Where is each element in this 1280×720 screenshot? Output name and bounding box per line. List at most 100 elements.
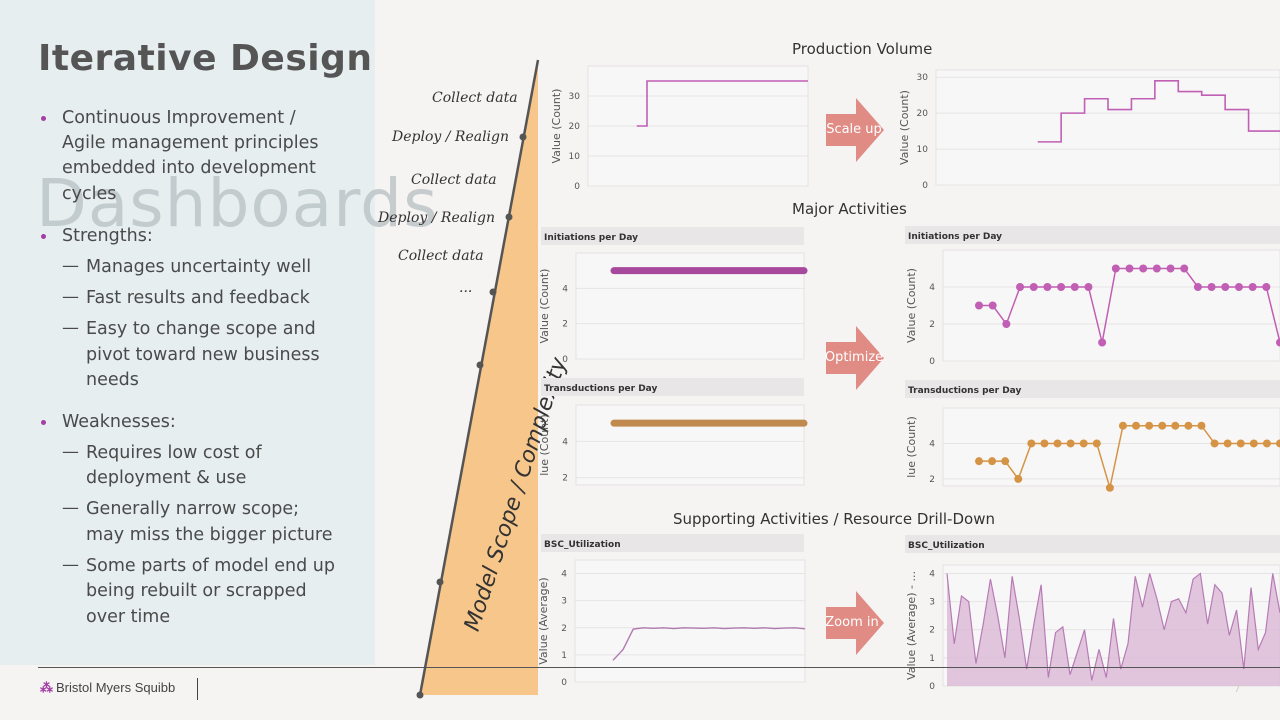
production-large-series-line bbox=[1037, 79, 1280, 143]
initiations-large-point bbox=[1029, 283, 1038, 291]
bsc-large-tick-label: 0 bbox=[929, 682, 935, 692]
bullet-continuous-l3: embedded into development bbox=[62, 158, 316, 178]
logo-divider bbox=[197, 678, 198, 700]
section-supporting: Supporting Activities / Resource Drill-D… bbox=[673, 510, 995, 528]
transductions-large-ylabel: lue (Count) bbox=[905, 416, 918, 478]
slide-title: Iterative Design bbox=[38, 38, 373, 79]
step-marker bbox=[505, 213, 513, 221]
bsc-small-tick-label: 4 bbox=[561, 570, 567, 580]
transductions-large-point bbox=[1092, 439, 1101, 448]
production-large-ylabel: Value (Count) bbox=[898, 90, 911, 165]
initiations-small-header bbox=[541, 227, 804, 245]
transductions-small-subtitle: Transductions per Day bbox=[544, 384, 657, 394]
production-small-tick-label: 0 bbox=[574, 182, 580, 192]
weakness-2-l2: may miss the bigger picture bbox=[86, 525, 333, 545]
transductions-large-tick-label: 2 bbox=[929, 475, 935, 485]
initiations-large-point bbox=[1139, 264, 1148, 273]
initiations-small-tick-label: 4 bbox=[562, 284, 568, 294]
transductions-large-point bbox=[1276, 439, 1280, 448]
production-small-tick-label: 10 bbox=[569, 152, 581, 162]
transductions-large-header bbox=[905, 380, 1280, 398]
transductions-large-point bbox=[1001, 457, 1010, 466]
production-large-tick-label: 20 bbox=[917, 109, 929, 119]
transductions-large-point bbox=[1262, 439, 1271, 448]
bsc-small-plot-area bbox=[574, 559, 806, 683]
bullet-continuous-l4: cycles bbox=[62, 184, 117, 204]
weakness-3-l1: Some parts of model end up bbox=[86, 556, 335, 576]
transductions-large-tick-label: 4 bbox=[929, 439, 935, 449]
initiations-large-plot-area bbox=[942, 249, 1280, 362]
transductions-small-ylabel: lue (Count) bbox=[538, 414, 551, 476]
transductions-large-point bbox=[1040, 439, 1049, 448]
production-small-tick-label: 30 bbox=[569, 92, 581, 102]
step-marker bbox=[489, 288, 497, 296]
production-large-tick-label: 30 bbox=[917, 73, 929, 83]
step-marker bbox=[519, 133, 527, 141]
strength-3-l1: Easy to change scope and bbox=[86, 319, 316, 339]
initiations-large-point bbox=[1152, 264, 1161, 273]
initiations-large-point bbox=[1043, 283, 1052, 291]
initiations-large-point bbox=[1248, 283, 1257, 291]
initiations-large-point bbox=[1166, 264, 1175, 273]
step-collect-data-3: Collect data bbox=[398, 248, 484, 264]
arrow-scale-up bbox=[826, 98, 884, 162]
bsc-large-area-fill bbox=[947, 573, 1280, 686]
initiations-small-subtitle: Initiations per Day bbox=[544, 233, 638, 243]
initiations-large-point bbox=[1057, 283, 1066, 291]
bsc-large-series-line bbox=[946, 572, 1280, 681]
wedge-edge bbox=[418, 59, 540, 696]
production-large-tick-label: 10 bbox=[917, 145, 929, 155]
bullet-dot bbox=[41, 234, 46, 239]
bullet-continuous-l1: Continuous Improvement / bbox=[62, 108, 296, 128]
initiations-small-tick-label: 0 bbox=[562, 355, 568, 365]
step-deploy-1: Deploy / Realign bbox=[392, 129, 510, 145]
initiations-small-ylabel: Value (Count) bbox=[538, 269, 551, 344]
watermark: Dashboards bbox=[36, 165, 439, 242]
bsc-small-header bbox=[541, 534, 804, 552]
transductions-small-tick-label: 4 bbox=[562, 437, 568, 447]
transductions-large-point bbox=[1027, 439, 1036, 448]
transductions-large-point bbox=[1118, 421, 1127, 430]
bsc-small-ylabel: Value (Average) bbox=[537, 577, 550, 664]
bsc-large-subtitle: BSC_Utilization bbox=[908, 541, 985, 551]
transductions-large-plot-area bbox=[942, 407, 1280, 487]
bsc-small-tick-label: 2 bbox=[561, 624, 567, 634]
arrow-optimize-label: Optimize bbox=[824, 350, 884, 365]
initiations-large-point bbox=[1234, 283, 1243, 291]
initiations-large-point bbox=[1084, 283, 1093, 291]
step-marker bbox=[476, 361, 484, 369]
transductions-large-subtitle: Transductions per Day bbox=[908, 386, 1021, 396]
weakness-1-l2: deployment & use bbox=[86, 468, 247, 488]
bsc-small-tick-label: 3 bbox=[561, 597, 567, 607]
initiations-large-point bbox=[1207, 283, 1216, 291]
step-collect-data-1: Collect data bbox=[432, 90, 518, 106]
transductions-large-point bbox=[1158, 421, 1167, 430]
arrow-scale-up-label: Scale up bbox=[826, 122, 882, 137]
arrow-zoom-in-label: Zoom in bbox=[825, 615, 879, 630]
initiations-large-point bbox=[1016, 283, 1025, 291]
bsc-small-subtitle: BSC_Utilization bbox=[544, 540, 621, 550]
transductions-large-point bbox=[1132, 421, 1141, 430]
logo-text: Bristol Myers Squibb bbox=[56, 680, 176, 695]
initiations-large-tick-label: 2 bbox=[929, 320, 935, 330]
transductions-large-point bbox=[1053, 439, 1062, 448]
transductions-large-point bbox=[1197, 421, 1206, 430]
initiations-large-tick-label: 0 bbox=[929, 357, 935, 367]
step-marker bbox=[436, 578, 444, 586]
transductions-large-point bbox=[1249, 439, 1258, 448]
bsc-large-tick-label: 2 bbox=[929, 626, 935, 636]
dash: — bbox=[62, 256, 79, 276]
transductions-small-tick-label: 2 bbox=[562, 474, 568, 484]
footer-rule bbox=[38, 667, 1280, 668]
logo-mark-icon: ⁂ bbox=[40, 680, 53, 695]
production-large-tick-label: 0 bbox=[922, 181, 928, 191]
production-small-ylabel: Value (Count) bbox=[550, 89, 563, 164]
initiations-large-point bbox=[1276, 338, 1280, 347]
bsc-large-tick-label: 4 bbox=[929, 569, 935, 579]
strength-3-l3: needs bbox=[86, 370, 139, 390]
bsc-small-series-line bbox=[612, 627, 806, 661]
dash: — bbox=[62, 442, 79, 462]
